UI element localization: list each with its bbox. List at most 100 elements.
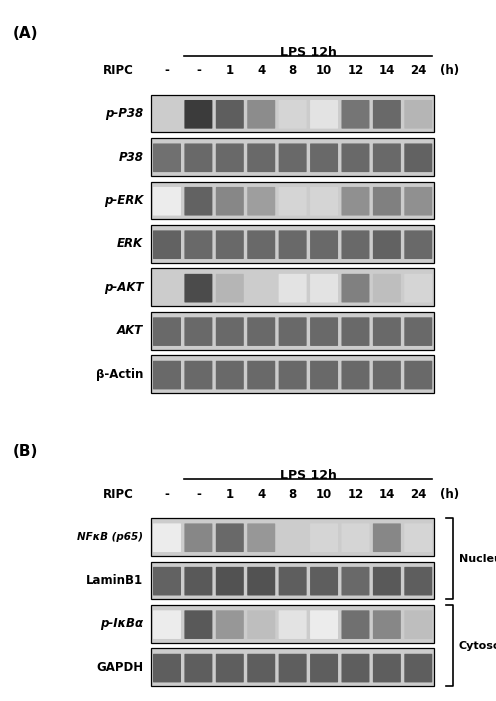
- Text: p-AKT: p-AKT: [104, 281, 143, 294]
- FancyBboxPatch shape: [404, 524, 433, 552]
- FancyBboxPatch shape: [216, 144, 244, 172]
- FancyBboxPatch shape: [373, 361, 401, 390]
- FancyBboxPatch shape: [185, 231, 212, 259]
- Text: 12: 12: [347, 488, 364, 501]
- Text: 8: 8: [289, 488, 297, 501]
- Bar: [151, 605, 434, 643]
- FancyBboxPatch shape: [341, 274, 370, 303]
- FancyBboxPatch shape: [341, 611, 370, 639]
- FancyBboxPatch shape: [185, 567, 212, 596]
- FancyBboxPatch shape: [341, 231, 370, 259]
- FancyBboxPatch shape: [341, 100, 370, 129]
- FancyBboxPatch shape: [373, 524, 401, 552]
- FancyBboxPatch shape: [404, 144, 433, 172]
- FancyBboxPatch shape: [247, 274, 275, 303]
- Text: 1: 1: [226, 64, 234, 77]
- FancyBboxPatch shape: [373, 187, 401, 216]
- Text: LPS 12h: LPS 12h: [280, 46, 337, 59]
- Text: GAPDH: GAPDH: [96, 661, 143, 674]
- Bar: [151, 138, 434, 176]
- FancyBboxPatch shape: [310, 654, 338, 683]
- FancyBboxPatch shape: [404, 611, 433, 639]
- FancyBboxPatch shape: [404, 100, 433, 129]
- Text: 12: 12: [347, 64, 364, 77]
- Bar: [151, 562, 434, 599]
- FancyBboxPatch shape: [153, 318, 181, 346]
- FancyBboxPatch shape: [404, 274, 433, 303]
- Text: 24: 24: [410, 488, 427, 501]
- FancyBboxPatch shape: [216, 611, 244, 639]
- FancyBboxPatch shape: [341, 567, 370, 596]
- FancyBboxPatch shape: [404, 231, 433, 259]
- FancyBboxPatch shape: [247, 611, 275, 639]
- FancyBboxPatch shape: [216, 187, 244, 216]
- FancyBboxPatch shape: [247, 231, 275, 259]
- FancyBboxPatch shape: [341, 524, 370, 552]
- Text: Cytosol: Cytosol: [459, 641, 496, 651]
- FancyBboxPatch shape: [310, 100, 338, 129]
- FancyBboxPatch shape: [279, 274, 307, 303]
- Bar: [151, 312, 434, 350]
- FancyBboxPatch shape: [279, 187, 307, 216]
- FancyBboxPatch shape: [373, 231, 401, 259]
- Text: p-IκBα: p-IκBα: [100, 618, 143, 630]
- FancyBboxPatch shape: [216, 524, 244, 552]
- FancyBboxPatch shape: [404, 361, 433, 390]
- Text: LPS 12h: LPS 12h: [280, 469, 337, 482]
- FancyBboxPatch shape: [310, 524, 338, 552]
- FancyBboxPatch shape: [247, 187, 275, 216]
- FancyBboxPatch shape: [153, 144, 181, 172]
- FancyBboxPatch shape: [404, 318, 433, 346]
- Text: P38: P38: [119, 151, 143, 163]
- FancyBboxPatch shape: [247, 100, 275, 129]
- FancyBboxPatch shape: [185, 100, 212, 129]
- Bar: [151, 355, 434, 393]
- FancyBboxPatch shape: [153, 567, 181, 596]
- Text: β-Actin: β-Actin: [96, 368, 143, 381]
- FancyBboxPatch shape: [153, 231, 181, 259]
- FancyBboxPatch shape: [341, 361, 370, 390]
- FancyBboxPatch shape: [373, 318, 401, 346]
- Text: -: -: [196, 488, 201, 501]
- FancyBboxPatch shape: [279, 654, 307, 683]
- FancyBboxPatch shape: [216, 100, 244, 129]
- Text: LaminB1: LaminB1: [86, 574, 143, 587]
- Text: RIPC: RIPC: [103, 64, 134, 77]
- FancyBboxPatch shape: [279, 361, 307, 390]
- FancyBboxPatch shape: [247, 144, 275, 172]
- Bar: [151, 518, 434, 556]
- FancyBboxPatch shape: [247, 524, 275, 552]
- Text: ERK: ERK: [117, 238, 143, 250]
- FancyBboxPatch shape: [310, 611, 338, 639]
- Text: 10: 10: [316, 64, 332, 77]
- FancyBboxPatch shape: [216, 361, 244, 390]
- Bar: [151, 182, 434, 219]
- FancyBboxPatch shape: [404, 567, 433, 596]
- Bar: [151, 648, 434, 686]
- Text: 8: 8: [289, 64, 297, 77]
- Text: AKT: AKT: [117, 325, 143, 337]
- Text: (B): (B): [12, 444, 38, 459]
- FancyBboxPatch shape: [185, 144, 212, 172]
- FancyBboxPatch shape: [216, 274, 244, 303]
- FancyBboxPatch shape: [216, 654, 244, 683]
- Text: 4: 4: [257, 488, 265, 501]
- FancyBboxPatch shape: [185, 524, 212, 552]
- FancyBboxPatch shape: [185, 318, 212, 346]
- Bar: [151, 95, 434, 132]
- Text: 1: 1: [226, 488, 234, 501]
- FancyBboxPatch shape: [247, 654, 275, 683]
- Text: 10: 10: [316, 488, 332, 501]
- FancyBboxPatch shape: [279, 611, 307, 639]
- FancyBboxPatch shape: [341, 144, 370, 172]
- FancyBboxPatch shape: [153, 361, 181, 390]
- FancyBboxPatch shape: [153, 654, 181, 683]
- Text: -: -: [196, 64, 201, 77]
- FancyBboxPatch shape: [341, 318, 370, 346]
- Text: (h): (h): [440, 488, 460, 501]
- Text: p-ERK: p-ERK: [104, 194, 143, 207]
- Text: 24: 24: [410, 64, 427, 77]
- FancyBboxPatch shape: [310, 567, 338, 596]
- FancyBboxPatch shape: [404, 187, 433, 216]
- FancyBboxPatch shape: [341, 654, 370, 683]
